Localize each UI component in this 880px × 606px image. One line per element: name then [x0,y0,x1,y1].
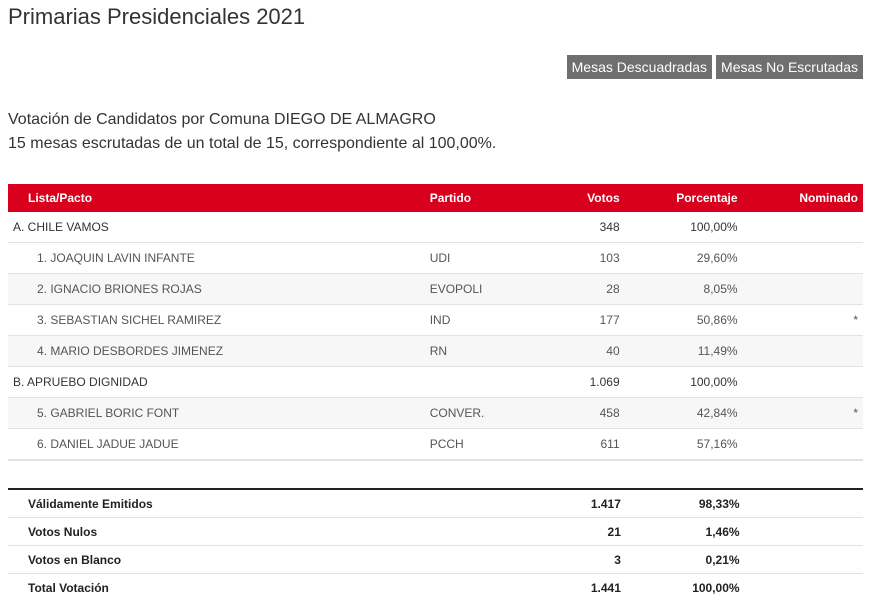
totals-table: Válidamente Emitidos 1.417 98,33% Votos … [8,488,863,601]
totals-votos: 3 [539,545,626,574]
row-votos: 103 [539,242,625,274]
table-row: A. CHILE VAMOS 348 100,00% [8,212,863,243]
totals-porcentaje: 98,33% [625,489,745,518]
row-nominado: * [742,397,863,429]
row-lista: 4. MARIO DESBORDES JIMENEZ [8,335,425,367]
totals-label: Votos en Blanco [8,545,427,574]
row-nominado [742,212,863,243]
totals-row: Total Votación 1.441 100,00% [8,574,863,602]
row-lista: A. CHILE VAMOS [8,212,425,243]
table-row: 3. SEBASTIAN SICHEL RAMIREZ IND 177 50,8… [8,304,863,336]
totals-porcentaje: 100,00% [692,580,740,595]
row-nominado [742,242,863,274]
totals-row: Votos en Blanco 3 0,21% [8,545,863,574]
page-title: Primarias Presidenciales 2021 [8,4,306,29]
row-votos: 28 [539,273,625,305]
row-porcentaje: 8,05% [624,273,743,305]
row-nominado [742,273,863,305]
header-votos: Votos [539,184,625,212]
row-porcentaje: 57,16% [624,428,743,461]
row-votos: 348 [539,212,625,243]
table-row: 6. DANIEL JADUE JADUE PCCH 611 57,16% [8,428,863,461]
totals-votos: 1.441 [590,580,621,595]
row-porcentaje: 29,60% [624,242,743,274]
totals-label: Total Votación [28,580,109,595]
header-lista: Lista/Pacto [8,184,425,212]
row-votos: 611 [539,428,625,461]
row-porcentaje: 50,86% [624,304,743,336]
row-lista: B. APRUEBO DIGNIDAD [8,366,425,398]
row-porcentaje: 100,00% [624,212,743,243]
table-row: 4. MARIO DESBORDES JIMENEZ RN 40 11,49% [8,335,863,367]
results-table: Lista/Pacto Partido Votos Porcentaje Nom… [8,184,863,461]
totals-spacer [426,574,539,602]
row-porcentaje: 100,00% [624,366,743,398]
row-nominado [742,366,863,398]
commune-title: Votación de Candidatos por Comuna DIEGO … [8,111,436,128]
row-partido [424,366,540,398]
row-partido: CONVER. [424,397,540,429]
totals-votos: 1.417 [539,489,626,518]
results-info: Votación de Candidatos por Comuna DIEGO … [8,108,496,156]
header-porcentaje: Porcentaje [624,184,743,212]
row-porcentaje: 42,84% [624,397,743,429]
row-nominado [742,428,863,461]
row-lista: 5. GABRIEL BORIC FONT [8,397,425,429]
row-lista: 6. DANIEL JADUE JADUE [8,428,425,461]
totals-votos: 21 [539,517,626,546]
row-porcentaje: 11,49% [624,335,743,367]
row-votos: 1.069 [539,366,625,398]
totals-row: Votos Nulos 21 1,46% [8,517,863,546]
totals-row: Válidamente Emitidos 1.417 98,33% [8,489,863,518]
table-row: B. APRUEBO DIGNIDAD 1.069 100,00% [8,366,863,398]
header-partido: Partido [424,184,540,212]
row-votos: 177 [539,304,625,336]
header-nominado: Nominado [742,184,863,212]
row-lista: 2. IGNACIO BRIONES ROJAS [8,273,425,305]
row-votos: 458 [539,397,625,429]
table-row: 1. JOAQUIN LAVIN INFANTE UDI 103 29,60% [8,242,863,274]
row-nominado [742,335,863,367]
row-partido: IND [424,304,540,336]
action-buttons: Mesas Descuadradas Mesas No Escrutadas [566,55,863,79]
totals-spacer [745,574,863,602]
totals-label: Votos Nulos [8,517,427,546]
totals-spacer [426,489,540,518]
totals-label: Válidamente Emitidos [8,489,427,518]
totals-spacer [426,545,540,574]
scrutiny-status: 15 mesas escrutadas de un total de 15, c… [8,135,497,152]
totals-spacer [744,545,863,574]
row-votos: 40 [539,335,625,367]
totals-porcentaje: 0,21% [625,545,745,574]
mesas-descuadradas-button[interactable]: Mesas Descuadradas [566,55,713,79]
totals-porcentaje: 1,46% [625,517,745,546]
row-lista: 3. SEBASTIAN SICHEL RAMIREZ [8,304,425,336]
row-partido: PCCH [424,428,540,461]
table-header: Lista/Pacto Partido Votos Porcentaje Nom… [8,184,863,212]
row-partido: UDI [424,242,540,274]
table-row: 2. IGNACIO BRIONES ROJAS EVOPOLI 28 8,05… [8,273,863,305]
table-row: 5. GABRIEL BORIC FONT CONVER. 458 42,84%… [8,397,863,429]
row-partido: EVOPOLI [424,273,540,305]
mesas-no-escrutadas-button[interactable]: Mesas No Escrutadas [716,55,863,79]
totals-spacer [744,517,863,546]
row-lista: 1. JOAQUIN LAVIN INFANTE [8,242,425,274]
totals-spacer [426,517,540,546]
totals-spacer [744,489,863,518]
row-nominado: * [742,304,863,336]
row-partido: RN [424,335,540,367]
row-partido [424,212,540,243]
